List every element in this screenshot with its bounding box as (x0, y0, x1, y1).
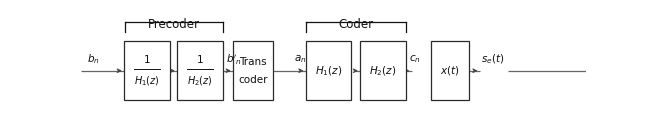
Text: Coder: Coder (339, 18, 374, 31)
Bar (361, 41, 406, 100)
Bar (177, 41, 223, 100)
Bar (431, 41, 469, 100)
Bar (124, 41, 170, 100)
Text: coder: coder (238, 75, 268, 85)
Text: Precoder: Precoder (148, 18, 200, 31)
Text: $s_e(t)$: $s_e(t)$ (482, 53, 505, 66)
Text: $1$: $1$ (143, 53, 151, 65)
Text: Trans: Trans (239, 57, 267, 67)
Text: $H_1(z)$: $H_1(z)$ (315, 64, 342, 77)
Text: $a_n$: $a_n$ (294, 54, 307, 65)
Text: $b'_n$: $b'_n$ (226, 52, 242, 67)
Text: $1$: $1$ (196, 53, 204, 65)
Text: $x(t)$: $x(t)$ (440, 64, 460, 77)
Text: $b_n$: $b_n$ (87, 53, 100, 66)
Text: $c_n$: $c_n$ (409, 54, 421, 65)
Text: $H_2(z)$: $H_2(z)$ (187, 74, 213, 88)
Bar (233, 41, 273, 100)
Bar (306, 41, 352, 100)
Text: $H_1(z)$: $H_1(z)$ (134, 74, 160, 88)
Text: $H_2(z)$: $H_2(z)$ (369, 64, 396, 77)
